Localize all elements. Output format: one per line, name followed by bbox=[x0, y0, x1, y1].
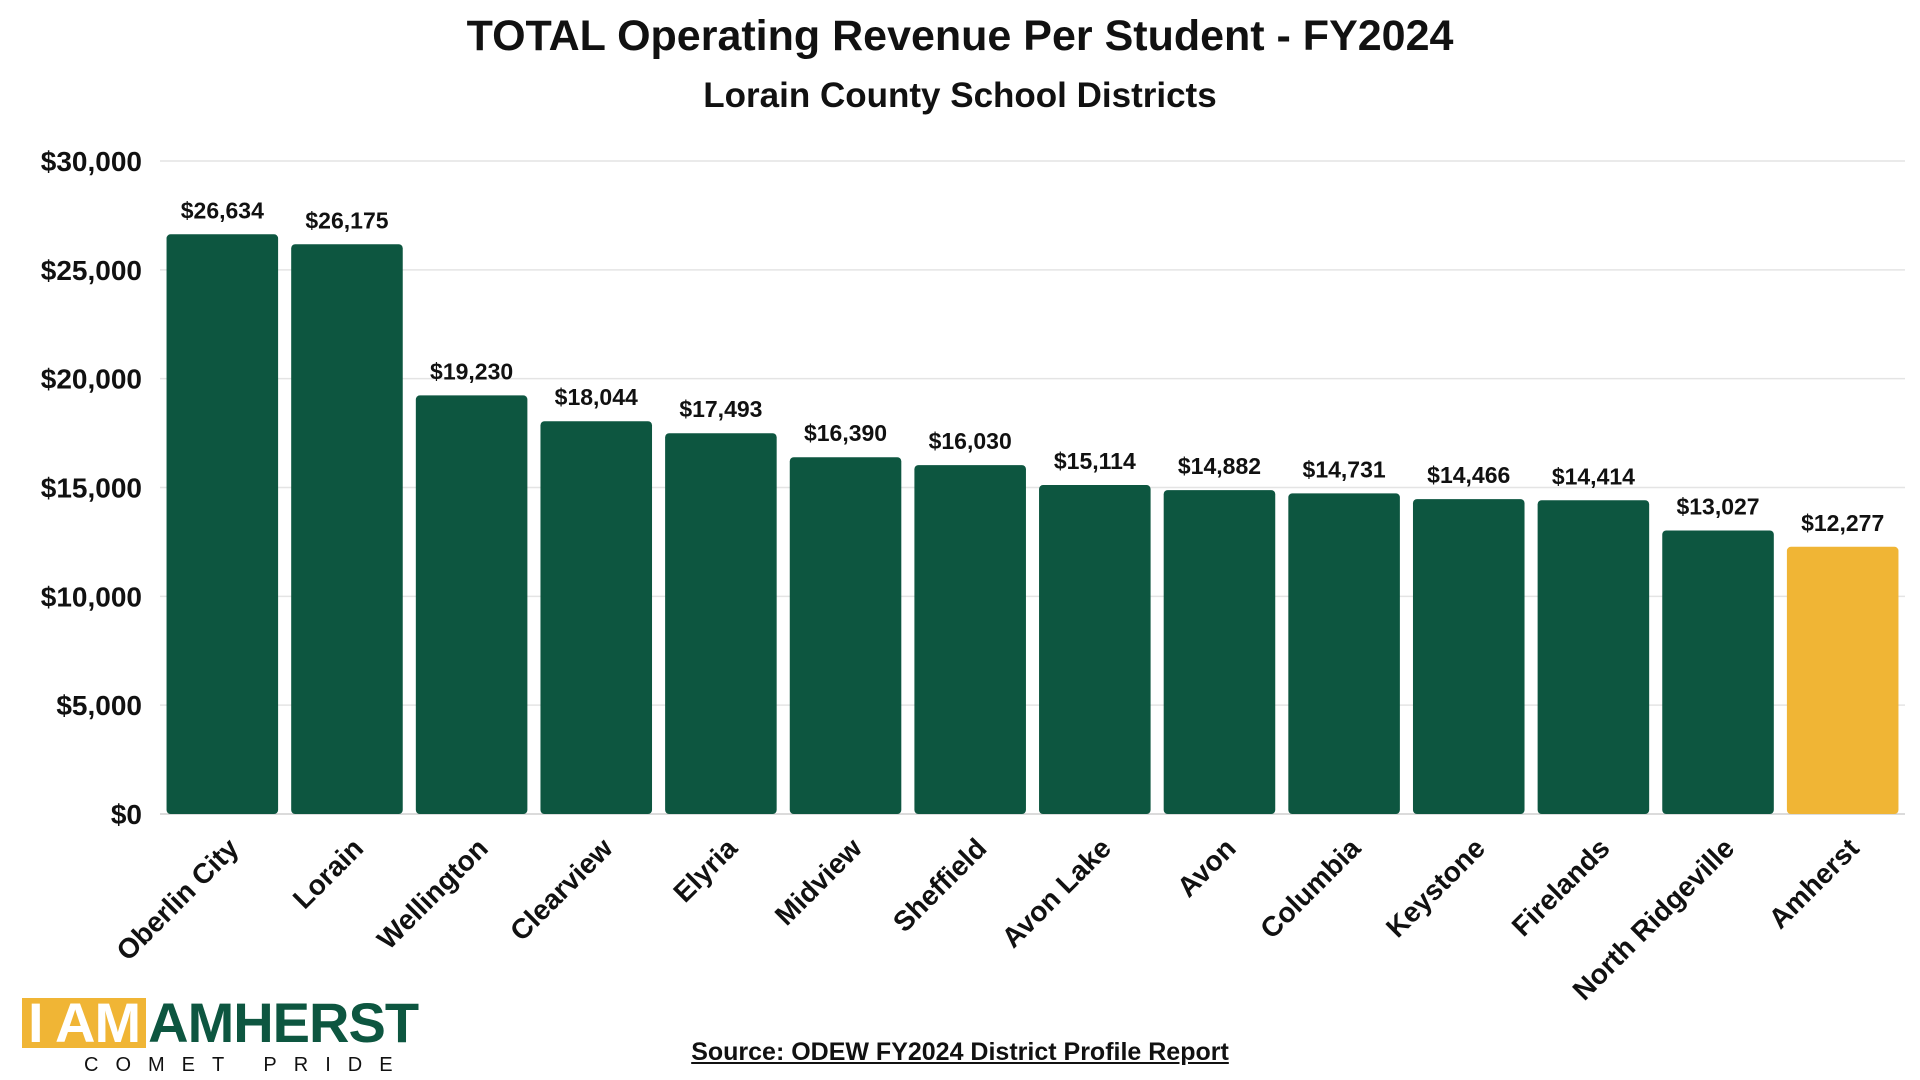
data-label-clearview: $18,044 bbox=[555, 384, 638, 410]
logo-i-am: I AM bbox=[22, 995, 147, 1051]
x-tick-label-midview: Midview bbox=[769, 832, 868, 931]
y-axis: $0 $5,000 $10,000 $15,000 $20,000 $25,000 $30,… bbox=[41, 146, 142, 830]
data-labels: $26,634 $26,175 $19,230 $18,044 $17,493 $16,3… bbox=[181, 197, 1884, 536]
data-label-avon: $14,882 bbox=[1178, 453, 1261, 479]
data-label-lorain: $26,175 bbox=[305, 207, 388, 233]
bar-avon bbox=[1163, 490, 1276, 814]
x-tick-label-lorain: Lorain bbox=[287, 832, 369, 914]
x-tick-label-sheffield: Sheffield bbox=[887, 832, 993, 938]
bar-lorain bbox=[291, 244, 403, 814]
data-label-amherst: $12,277 bbox=[1801, 510, 1884, 536]
y-tick-label: $10,000 bbox=[41, 581, 142, 612]
data-label-oberlin-city: $26,634 bbox=[181, 197, 264, 223]
logo-amherst: AMHERST bbox=[148, 991, 419, 1054]
x-tick-label-elyria: Elyria bbox=[667, 832, 743, 908]
x-tick-label-avon: Avon bbox=[1171, 832, 1242, 903]
data-label-sheffield: $16,030 bbox=[929, 428, 1012, 454]
bar-sheffield bbox=[914, 465, 1026, 814]
bars bbox=[166, 234, 1899, 814]
x-tick-label-firelands: Firelands bbox=[1506, 832, 1616, 942]
i-am-amherst-logo: I AM AMHERST COMET PRIDE bbox=[22, 991, 462, 1078]
bar-north-ridgeville bbox=[1662, 530, 1774, 814]
bar-amherst bbox=[1786, 546, 1899, 814]
bar-oberlin-city bbox=[166, 234, 279, 814]
y-tick-label: $25,000 bbox=[41, 255, 142, 286]
logo-tagline: COMET PRIDE bbox=[84, 1054, 410, 1076]
data-label-avon-lake: $15,114 bbox=[1054, 448, 1136, 474]
bar-elyria bbox=[665, 433, 777, 814]
x-axis: Oberlin City Lorain Wellington Clearview Ely… bbox=[110, 832, 1864, 1006]
data-label-keystone: $14,466 bbox=[1427, 462, 1510, 488]
bar-clearview bbox=[540, 421, 653, 814]
bar-columbia bbox=[1288, 493, 1400, 814]
data-label-north-ridgeville: $13,027 bbox=[1676, 493, 1759, 519]
bar-avon-lake bbox=[1039, 485, 1151, 814]
bar-midview bbox=[789, 457, 902, 814]
chart-subtitle: Lorain County School Districts bbox=[703, 76, 1217, 115]
y-tick-label: $20,000 bbox=[41, 364, 142, 395]
y-tick-label: $30,000 bbox=[41, 146, 142, 177]
x-tick-label-clearview: Clearview bbox=[504, 832, 619, 947]
data-label-elyria: $17,493 bbox=[679, 396, 762, 422]
x-tick-label-avon-lake: Avon Lake bbox=[996, 832, 1117, 953]
bar-firelands bbox=[1537, 500, 1650, 814]
bar-keystone bbox=[1412, 499, 1525, 814]
chart-title: TOTAL Operating Revenue Per Student - FY… bbox=[466, 12, 1454, 60]
y-tick-label: $0 bbox=[111, 799, 142, 830]
x-tick-label-columbia: Columbia bbox=[1254, 832, 1366, 944]
x-tick-label-oberlin-city: Oberlin City bbox=[110, 832, 244, 966]
source-note: Source: ODEW FY2024 District Profile Rep… bbox=[691, 1038, 1229, 1066]
data-label-wellington: $19,230 bbox=[430, 358, 513, 384]
data-label-firelands: $14,414 bbox=[1552, 463, 1635, 489]
data-label-columbia: $14,731 bbox=[1303, 456, 1386, 482]
x-tick-label-wellington: Wellington bbox=[371, 832, 494, 955]
y-tick-label: $15,000 bbox=[41, 473, 142, 504]
y-tick-label: $5,000 bbox=[56, 690, 142, 721]
x-tick-label-keystone: Keystone bbox=[1380, 832, 1491, 943]
data-label-midview: $16,390 bbox=[804, 420, 887, 446]
bar-wellington bbox=[415, 395, 528, 814]
x-tick-label-amherst: Amherst bbox=[1763, 832, 1865, 934]
